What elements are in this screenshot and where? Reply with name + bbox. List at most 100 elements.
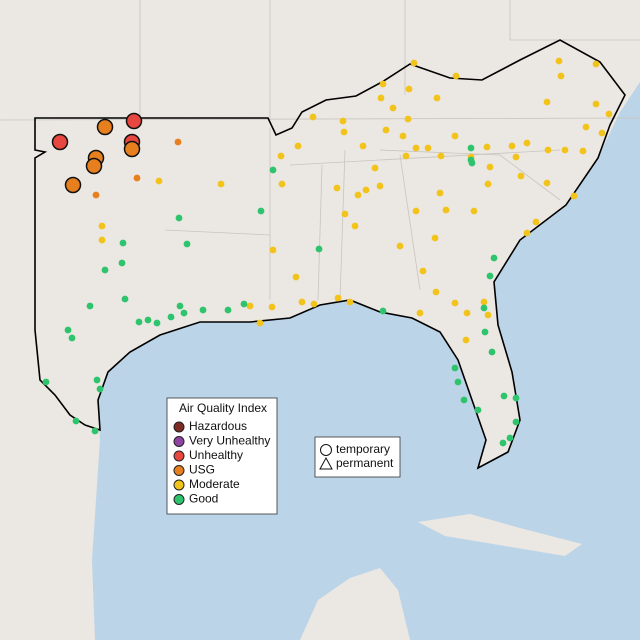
monitor [412, 207, 420, 215]
monitor [292, 273, 300, 281]
monitor [51, 133, 69, 151]
legend-label: Unhealthy [189, 448, 243, 462]
monitor [517, 172, 525, 180]
monitor [598, 129, 606, 137]
monitor [532, 218, 540, 226]
monitor [582, 123, 590, 131]
monitor [174, 138, 182, 146]
monitor [119, 239, 127, 247]
region-outline [34, 39, 626, 470]
monitor [334, 294, 342, 302]
monitor [490, 254, 498, 262]
legend-title: Air Quality Index [179, 401, 267, 415]
cuba [418, 514, 582, 556]
monitor [310, 300, 318, 308]
monitor [257, 207, 265, 215]
legend-circle [320, 444, 332, 456]
monitor [135, 318, 143, 326]
monitor [96, 118, 114, 136]
monitor [144, 316, 152, 324]
monitor [224, 306, 232, 314]
monitor [377, 94, 385, 102]
monitor [451, 132, 459, 140]
monitor [499, 439, 507, 447]
monitor [452, 72, 460, 80]
monitor [557, 72, 565, 80]
monitor [451, 364, 459, 372]
monitor [351, 222, 359, 230]
monitor [176, 302, 184, 310]
monitor [592, 100, 600, 108]
legend-label: permanent [336, 456, 394, 470]
monitor [153, 319, 161, 327]
monitor [561, 146, 569, 154]
monitor [592, 60, 600, 68]
monitor [389, 104, 397, 112]
monitor [474, 406, 482, 414]
monitor [340, 128, 348, 136]
legend-label: USG [189, 463, 215, 477]
monitor [432, 288, 440, 296]
monitor [98, 236, 106, 244]
monitor [484, 311, 492, 319]
legend-label: Moderate [189, 477, 240, 491]
legend-swatch [173, 479, 185, 491]
monitor [121, 295, 129, 303]
monitor [470, 207, 478, 215]
monitor [500, 392, 508, 400]
monitor [42, 378, 50, 386]
monitor [570, 192, 578, 200]
monitor [424, 144, 432, 152]
monitor [579, 147, 587, 155]
legend-swatch [173, 436, 185, 447]
monitor [376, 182, 384, 190]
monitor [315, 245, 323, 253]
legend-swatch [173, 494, 185, 505]
monitor [294, 142, 302, 150]
monitor [246, 302, 254, 310]
monitor [433, 94, 441, 102]
monitor [436, 189, 444, 197]
monitor [419, 267, 427, 275]
monitor [379, 80, 387, 88]
monitor [512, 418, 520, 426]
monitor [480, 304, 488, 312]
legend-swatch [173, 421, 185, 433]
monitor [416, 309, 424, 317]
monitor [454, 378, 462, 386]
monitor [268, 303, 276, 311]
monitor [64, 326, 72, 334]
monitor [484, 180, 492, 188]
monitor [309, 113, 317, 121]
legend-box [166, 397, 278, 515]
monitor [462, 336, 470, 344]
monitor [101, 266, 109, 274]
monitor [183, 240, 191, 248]
monitor [467, 144, 475, 152]
monitor [399, 132, 407, 140]
monitor [64, 176, 82, 194]
monitor [133, 174, 141, 182]
legend-swatch [173, 465, 185, 476]
monitor [180, 309, 188, 317]
monitor [346, 298, 354, 306]
legend-label: Very Unhealthy [189, 434, 270, 448]
monitor [512, 153, 520, 161]
shape-legend: temporary permanent [314, 436, 401, 478]
monitor [412, 144, 420, 152]
legend-triangle [319, 456, 333, 470]
monitor [512, 394, 520, 402]
monitor [431, 234, 439, 242]
monitor [543, 98, 551, 106]
monitor [410, 59, 418, 67]
monitor [339, 117, 347, 125]
monitor [155, 177, 163, 185]
monitor [523, 139, 531, 147]
monitor [488, 348, 496, 356]
monitor [167, 313, 175, 321]
monitor [404, 115, 412, 123]
monitor [486, 272, 494, 280]
